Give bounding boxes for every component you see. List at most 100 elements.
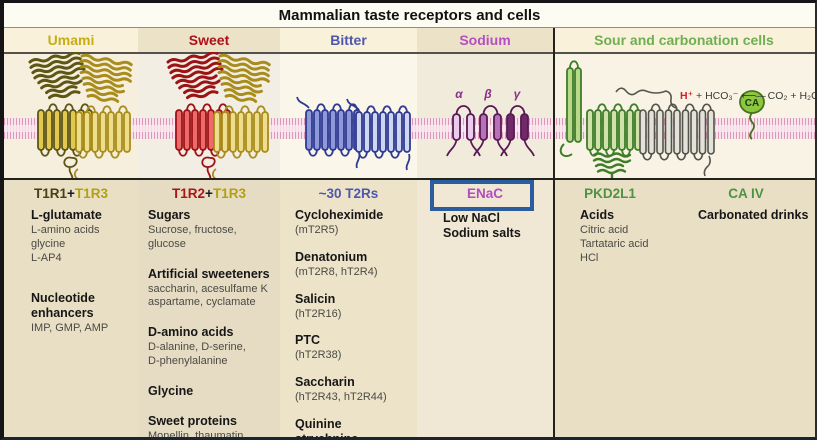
header-label-sodium: Sodium	[459, 32, 511, 48]
ligand-name: Quinine strychnine atropine	[295, 416, 359, 440]
ligand-details: Sucrose, fructose, glucose	[148, 224, 237, 250]
co2-h2o-label: CO₂ + H₂O	[764, 90, 817, 102]
ligand-name: D-amino acids	[148, 325, 234, 339]
ligand-entry: Glycine	[148, 384, 278, 399]
ligand-entry: Cycloheximide (mT2R5)	[295, 208, 415, 238]
t1r3-label: T1R3	[74, 186, 108, 201]
plus-sign: +	[67, 186, 75, 201]
ligand-entry: PTC (hT2R38)	[295, 333, 415, 363]
carbonic-anhydrase-ca: CA	[739, 90, 765, 140]
ligand-details: saccharin, acesulfame K aspartame, cycla…	[148, 282, 268, 309]
figure-title: Mammalian taste receptors and cells	[278, 6, 541, 24]
header-label-bitter: Bitter	[330, 32, 367, 48]
gamma-label: γ	[513, 87, 521, 101]
ligand-entry: Acids Citric acid Tartataric acid HCl	[580, 208, 692, 265]
ligand-name: Low NaCl Sodium salts	[443, 211, 521, 240]
ligand-name: Sugars	[148, 208, 191, 222]
text-panel-bitter	[280, 180, 417, 437]
ligand-list-sodium: Low NaCl Sodium salts	[443, 211, 549, 254]
ligand-details: D-alanine, D-serine, D-phenylalanine	[148, 341, 246, 367]
receptor-name-enac: ENaC	[466, 186, 503, 201]
beta-label: β	[484, 87, 492, 101]
text-panel-sour	[553, 180, 815, 437]
column-header-umami: Umami	[4, 28, 138, 54]
ligand-entry: Artificial sweeteners saccharin, acesulfa…	[148, 267, 278, 311]
ligand-details: (hT2R16)	[295, 307, 342, 320]
h-plus-label: H⁺	[680, 90, 694, 102]
ligand-details: (hT2R38)	[295, 349, 342, 362]
ligand-details: (mT2R5)	[295, 224, 339, 236]
hco3-label: + HCO₃⁻	[693, 90, 742, 102]
ligand-entry: D-amino acids D-alanine, D-serine, D-phen…	[148, 325, 278, 369]
ligand-name: L-glutamate	[31, 208, 102, 222]
ligand-list-umami: L-glutamate L-amino acids glycine L-AP4 N…	[31, 208, 137, 362]
header-label-umami: Umami	[47, 32, 95, 48]
ligand-details: IMP, GMP, AMP	[31, 322, 109, 335]
t1r1-label: T1R1	[34, 186, 68, 201]
plus-sign: +	[205, 186, 213, 201]
sweet-receptor-t1r2-t1r3	[167, 52, 272, 180]
bitter-receptors-t2rs	[296, 96, 411, 171]
ligand-entry: Low NaCl Sodium salts	[443, 211, 549, 241]
text-panel-sodium	[417, 180, 553, 437]
sodium-enac-channel	[447, 106, 534, 156]
ligand-name: Artificial sweeteners	[148, 266, 270, 281]
ligand-name: Acids	[580, 208, 615, 222]
ligand-entry: Salicin (hT2R16)	[295, 292, 415, 322]
vertical-divider	[553, 28, 555, 437]
ligand-entry: Nucleotide enhancers IMP, GMP, AMP	[31, 291, 137, 336]
ligand-entry: Sweet proteins Monellin, thaumatin	[148, 413, 278, 440]
column-header-bitter: Bitter	[280, 28, 417, 54]
sour-pkd2l1-receptor	[559, 60, 641, 180]
text-panel-sweet	[138, 180, 280, 437]
ligand-details: Citric acid Tartataric acid HCl	[580, 224, 649, 264]
horizontal-divider	[4, 178, 815, 180]
ligand-name: Saccharin	[295, 375, 355, 389]
ca-label: CA	[745, 98, 759, 109]
receptor-name-umami: T1R1+T1R3	[4, 186, 138, 204]
ligand-name: PTC	[295, 333, 320, 348]
ligand-name: Cycloheximide	[295, 208, 384, 222]
ligand-details: Monellin, thaumatin	[148, 429, 244, 440]
alpha-label: α	[455, 87, 463, 101]
column-header-sodium: Sodium	[417, 28, 553, 54]
column-header-sour: Sour and carbonation cells	[553, 28, 815, 54]
ligand-entry: Saccharin (hT2R43, hT2R44)	[295, 375, 415, 405]
ligand-details: L-amino acids glycine L-AP4	[31, 224, 100, 264]
ligand-list-bitter: Cycloheximide (mT2R5) Denatonium (mT2R8, h…	[295, 208, 415, 440]
t1r3-label: T1R3	[212, 186, 246, 201]
ligand-entry: Sugars Sucrose, fructose, glucose	[148, 208, 278, 252]
ligand-entry: Carbonated drinks	[698, 208, 814, 223]
ligand-list-caiv: Carbonated drinks	[698, 208, 814, 236]
enac-highlight-box	[430, 180, 534, 211]
ligand-entry: L-glutamate L-amino acids glycine L-AP4	[31, 208, 137, 265]
enac-subunit-labels: α β γ	[451, 87, 525, 101]
column-header-sweet: Sweet	[138, 28, 280, 54]
ligand-name: Denatonium	[295, 249, 368, 264]
left-arrow: ⟵—	[741, 90, 766, 102]
receptor-name-bitter: ~30 T2Rs	[318, 186, 379, 201]
umami-receptor-t1r1-t1r3	[29, 52, 134, 180]
ligand-details: (hT2R43, hT2R44)	[295, 391, 387, 403]
ligand-name: Salicin	[295, 291, 336, 306]
header-label-sweet: Sweet	[188, 32, 230, 48]
receptor-name-pkd2l1: PKD2L1	[584, 186, 636, 201]
ligand-name: Sweet proteins	[148, 413, 237, 428]
sour-gray-partner-protein	[615, 87, 714, 177]
ligand-name: Glycine	[148, 383, 194, 398]
header-label-sour: Sour and carbonation cells	[594, 32, 774, 48]
title-bar: Mammalian taste receptors and cells	[4, 3, 815, 28]
co2-reaction-equation: H⁺ + HCO₃⁻ ⟵— CO₂ + H₂O	[680, 90, 817, 102]
ligand-details: (mT2R8, hT2R4)	[295, 265, 378, 278]
receptor-name-sweet: T1R2+T1R3	[138, 186, 280, 204]
ligand-entry: Quinine strychnine atropine	[295, 416, 415, 440]
ligand-list-pkd2l1: Acids Citric acid Tartataric acid HCl	[580, 208, 692, 278]
receptor-name-caiv: CA IV	[728, 186, 764, 201]
ligand-name: Nucleotide enhancers	[31, 291, 95, 321]
ligand-name: Carbonated drinks	[698, 208, 809, 222]
ligand-list-sweet: Sugars Sucrose, fructose, glucose Artific…	[148, 208, 278, 440]
ligand-entry: Denatonium (mT2R8, hT2R4)	[295, 250, 415, 280]
text-panel-umami	[4, 180, 138, 437]
receptor-drawings: CA	[29, 52, 765, 180]
